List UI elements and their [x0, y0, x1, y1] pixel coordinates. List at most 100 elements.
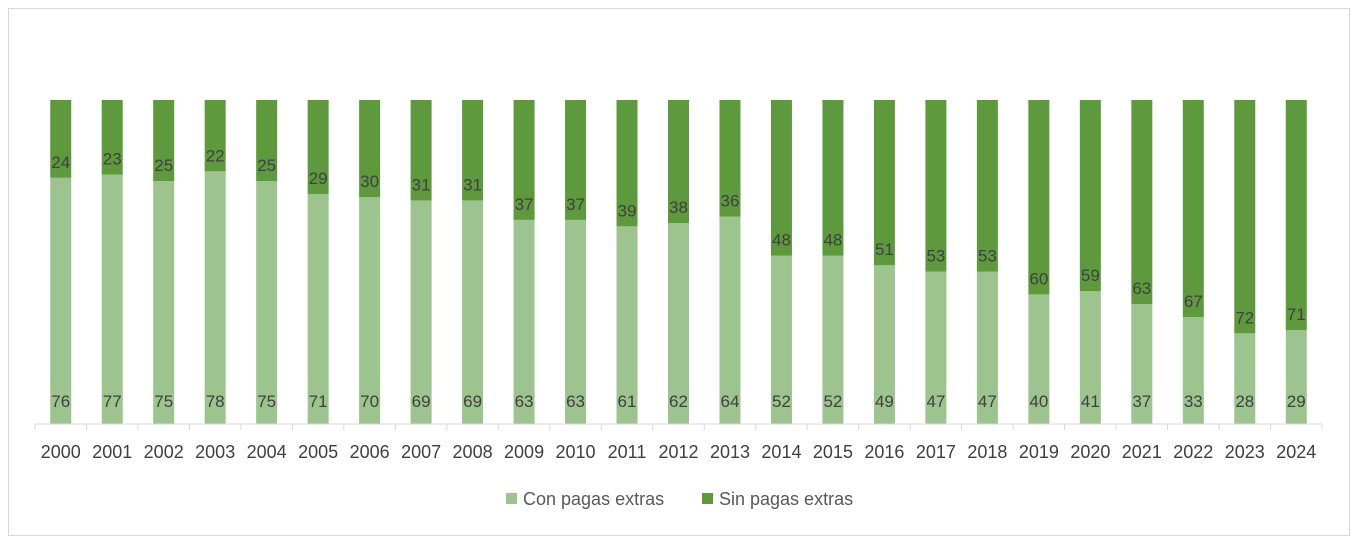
bar-sin-pagas-extras: [1285, 100, 1307, 331]
bar-sin-pagas-extras: [153, 100, 175, 181]
x-axis: 2000 2001 2002 2003 2004 2005 2006 2007 2008 2009…: [34, 423, 1323, 462]
bar-con-pagas-extras: [204, 171, 226, 424]
bar-sin-pagas-extras: [50, 100, 72, 178]
data-label-sin-pagas-extras: 36: [721, 192, 740, 211]
bar-sin-pagas-extras: [1079, 100, 1101, 292]
bar-con-pagas-extras: [925, 271, 947, 424]
data-label-con-pagas-extras: 47: [926, 392, 945, 411]
bar-sin-pagas-extras: [101, 100, 123, 175]
data-label-sin-pagas-extras: 51: [875, 240, 894, 259]
bar-sin-pagas-extras: [925, 100, 947, 272]
bar-sin-pagas-extras: [976, 100, 998, 272]
data-label-sin-pagas-extras: 31: [463, 175, 482, 194]
data-label-con-pagas-extras: 76: [51, 392, 70, 411]
bar-con-pagas-extras: [822, 255, 844, 424]
bar-con-pagas-extras: [513, 219, 535, 424]
bar-con-pagas-extras: [565, 219, 587, 424]
data-label-con-pagas-extras: 28: [1235, 392, 1254, 411]
bar-sin-pagas-extras: [204, 100, 226, 172]
legend-swatch: [506, 493, 517, 504]
data-label-con-pagas-extras: 52: [823, 392, 842, 411]
legend-label: Con pagas extras: [523, 489, 664, 509]
bars-layer: [50, 100, 1307, 424]
x-tick-label: 2019: [1019, 442, 1059, 462]
bar-con-pagas-extras: [1182, 317, 1204, 424]
bar-sin-pagas-extras: [359, 100, 381, 198]
data-label-con-pagas-extras: 70: [360, 392, 379, 411]
data-label-sin-pagas-extras: 48: [823, 231, 842, 250]
bar-sin-pagas-extras: [513, 100, 535, 220]
bar-con-pagas-extras: [50, 177, 72, 424]
legend-swatch: [702, 493, 713, 504]
data-label-sin-pagas-extras: 23: [103, 150, 122, 169]
x-tick-label: 2020: [1070, 442, 1110, 462]
bar-sin-pagas-extras: [307, 100, 329, 194]
bar-con-pagas-extras: [307, 193, 329, 424]
data-label-sin-pagas-extras: 67: [1184, 292, 1203, 311]
bar-sin-pagas-extras: [1028, 100, 1050, 295]
bar-con-pagas-extras: [668, 223, 689, 424]
x-tick-label: 2003: [195, 442, 235, 462]
data-label-sin-pagas-extras: 37: [515, 195, 534, 214]
bar-con-pagas-extras: [462, 200, 484, 424]
bar-con-pagas-extras: [1131, 304, 1153, 424]
x-tick-label: 2024: [1276, 442, 1316, 462]
x-tick-label: 2000: [41, 442, 81, 462]
x-tick-label: 2006: [350, 442, 390, 462]
data-label-con-pagas-extras: 29: [1287, 392, 1306, 411]
data-label-con-pagas-extras: 40: [1029, 392, 1048, 411]
bar-con-pagas-extras: [101, 174, 123, 424]
bar-con-pagas-extras: [1234, 333, 1256, 424]
x-tick-label: 2017: [916, 442, 956, 462]
data-label-sin-pagas-extras: 29: [309, 169, 328, 188]
bar-con-pagas-extras: [256, 181, 278, 424]
data-label-con-pagas-extras: 49: [875, 392, 894, 411]
data-label-sin-pagas-extras: 25: [257, 156, 276, 175]
data-label-con-pagas-extras: 77: [103, 392, 122, 411]
data-label-sin-pagas-extras: 22: [206, 146, 225, 165]
x-tick-label: 2011: [608, 442, 647, 462]
data-label-con-pagas-extras: 69: [412, 392, 431, 411]
bar-sin-pagas-extras: [822, 100, 844, 256]
bar-con-pagas-extras: [153, 181, 175, 424]
legend: Con pagas extras Sin pagas extras: [506, 489, 853, 509]
data-label-sin-pagas-extras: 30: [360, 172, 379, 191]
data-label-sin-pagas-extras: 48: [772, 231, 791, 250]
x-tick-label: 2002: [144, 442, 184, 462]
data-label-con-pagas-extras: 47: [978, 392, 997, 411]
data-label-sin-pagas-extras: 72: [1235, 308, 1254, 327]
legend-label: Sin pagas extras: [719, 489, 853, 509]
data-label-sin-pagas-extras: 71: [1287, 305, 1306, 324]
bar-sin-pagas-extras: [668, 100, 689, 224]
data-label-sin-pagas-extras: 59: [1081, 266, 1100, 285]
bar-sin-pagas-extras: [770, 100, 792, 256]
data-label-con-pagas-extras: 71: [309, 392, 328, 411]
bar-con-pagas-extras: [873, 265, 895, 424]
data-label-sin-pagas-extras: 63: [1132, 279, 1151, 298]
bar-sin-pagas-extras: [462, 100, 484, 201]
data-label-con-pagas-extras: 75: [154, 392, 173, 411]
data-label-sin-pagas-extras: 25: [154, 156, 173, 175]
data-label-con-pagas-extras: 62: [669, 392, 688, 411]
data-label-con-pagas-extras: 61: [618, 392, 637, 411]
data-label-con-pagas-extras: 41: [1081, 392, 1100, 411]
bar-sin-pagas-extras: [410, 100, 432, 201]
x-tick-label: 2007: [401, 442, 441, 462]
data-label-sin-pagas-extras: 53: [926, 247, 945, 266]
x-tick-label: 2016: [864, 442, 904, 462]
bar-con-pagas-extras: [410, 200, 432, 424]
data-label-con-pagas-extras: 37: [1132, 392, 1151, 411]
bar-con-pagas-extras: [976, 271, 998, 424]
data-label-sin-pagas-extras: 39: [618, 201, 637, 220]
x-tick-label: 2008: [453, 442, 493, 462]
data-label-con-pagas-extras: 69: [463, 392, 482, 411]
bar-sin-pagas-extras: [873, 100, 895, 266]
x-tick-label: 2022: [1173, 442, 1213, 462]
bar-con-pagas-extras: [770, 255, 792, 424]
x-tick-label: 2013: [710, 442, 750, 462]
data-label-sin-pagas-extras: 37: [566, 195, 585, 214]
data-labels-layer: 76 24 77 23 75 25 78 22 75 25 71 29 70 30 69 31 69 31 63 37…: [51, 146, 1305, 411]
data-label-con-pagas-extras: 64: [721, 392, 740, 411]
x-tick-label: 2018: [967, 442, 1007, 462]
